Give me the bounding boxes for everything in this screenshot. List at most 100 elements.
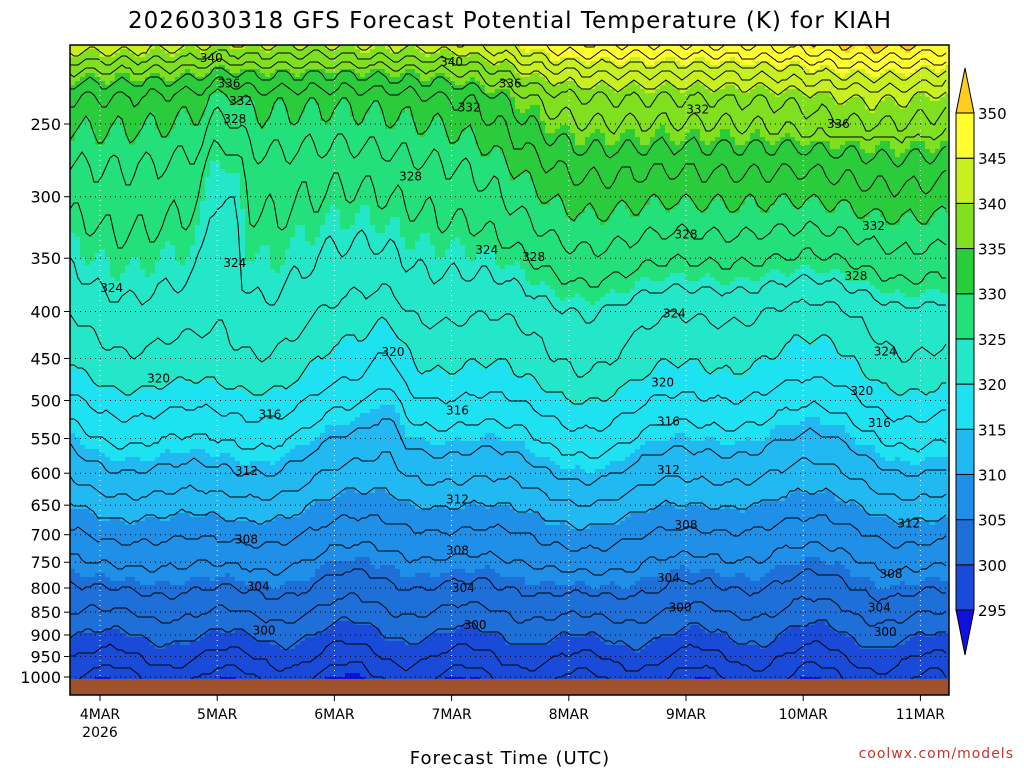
theta-band-cell (100, 633, 106, 678)
theta-band-cell (640, 577, 646, 650)
theta-band-cell (490, 569, 496, 634)
theta-band-cell (140, 461, 146, 522)
theta-band-cell (650, 65, 656, 94)
theta-band-cell (800, 265, 806, 342)
theta-band-cell (530, 645, 536, 695)
theta-band-cell (840, 77, 846, 106)
theta-band-cell (775, 141, 781, 198)
theta-band-cell (120, 73, 126, 126)
theta-band-cell (365, 493, 371, 558)
theta-band-cell (880, 649, 886, 695)
theta-band-cell (485, 633, 491, 686)
theta-band-cell (180, 109, 186, 266)
theta-band-cell (405, 437, 411, 502)
theta-band-cell (170, 129, 176, 246)
theta-band-cell (270, 465, 276, 522)
theta-band-cell (295, 581, 301, 646)
theta-band-cell (670, 637, 676, 686)
theta-band-cell (440, 505, 446, 574)
isentrope-298 (70, 640, 947, 675)
theta-band-cell (835, 149, 841, 206)
theta-band-cell (565, 469, 571, 526)
theta-band-cell (445, 137, 451, 250)
theta-band-cell (770, 569, 776, 642)
theta-band-cell (930, 101, 936, 154)
theta-band-cell (435, 369, 441, 446)
isentrope-350 (810, 45, 918, 54)
theta-band-cell (85, 373, 91, 450)
theta-band-cell (720, 45, 726, 62)
theta-band-cell (490, 505, 496, 570)
theta-band-cell (945, 381, 949, 458)
theta-band-cell (645, 277, 651, 378)
theta-band-cell (445, 45, 451, 50)
theta-band-cell (735, 145, 741, 214)
theta-band-cell (435, 73, 441, 118)
theta-band-cell (85, 49, 91, 74)
theta-band-cell (335, 49, 341, 74)
theta-band-cell (325, 561, 331, 630)
theta-band-cell (515, 645, 521, 695)
theta-band-cell (875, 381, 881, 454)
theta-band-cell (825, 425, 831, 490)
theta-band-cell (630, 217, 636, 290)
theta-band-cell (500, 153, 506, 270)
theta-band-cell (190, 449, 196, 518)
theta-band-cell (540, 457, 546, 518)
theta-band-cell (900, 645, 906, 694)
theta-band-cell (930, 393, 936, 458)
theta-band-cell (680, 629, 686, 682)
theta-band-cell (285, 649, 291, 695)
theta-band-cell (560, 469, 566, 522)
theta-band-cell (620, 461, 626, 522)
theta-band-cell (765, 45, 771, 62)
theta-band-cell (320, 69, 326, 122)
theta-band-cell (320, 361, 326, 434)
theta-band-cell (230, 173, 236, 390)
theta-band-cell (770, 45, 776, 66)
theta-band-cell (630, 129, 636, 218)
theta-band-cell (655, 45, 661, 62)
theta-band-cell (600, 225, 606, 298)
theta-band-cell (510, 373, 516, 442)
theta-band-cell (880, 385, 886, 458)
theta-band-cell (940, 385, 946, 458)
theta-band-cell (370, 329, 376, 410)
theta-band-cell (765, 501, 771, 574)
theta-band-cell (140, 269, 146, 390)
theta-band-cell (485, 509, 491, 566)
theta-band-cell (635, 217, 641, 282)
theta-band-cell (110, 277, 116, 386)
theta-band-cell (700, 569, 706, 630)
theta-band-cell (195, 385, 201, 450)
theta-band-cell (385, 225, 391, 322)
colorbar-swatch (955, 112, 975, 159)
theta-band-cell (820, 337, 826, 426)
theta-band-cell (725, 637, 731, 690)
theta-band-cell (300, 113, 306, 226)
theta-band-cell (245, 521, 251, 586)
theta-band-cell (280, 585, 286, 650)
theta-band-cell (465, 573, 471, 626)
theta-band-cell (865, 513, 871, 578)
theta-band-cell (675, 633, 681, 682)
theta-band-cell (785, 425, 791, 498)
theta-band-cell (795, 425, 801, 490)
isentrope-346 (546, 45, 947, 72)
theta-band-cell (905, 77, 911, 106)
theta-band-cell (720, 285, 726, 370)
theta-band-cell (540, 45, 546, 50)
theta-band-cell (755, 85, 761, 130)
theta-band-cell (700, 141, 706, 214)
theta-band-cell (415, 509, 421, 574)
theta-band-cell (260, 129, 266, 246)
theta-band-cell (300, 73, 306, 114)
theta-band-cell (115, 53, 121, 74)
theta-band-cell (395, 53, 401, 78)
theta-band-cell (730, 213, 736, 282)
theta-band-cell (230, 457, 236, 522)
theta-band-cell (790, 425, 796, 494)
isentrope-310 (70, 487, 947, 531)
theta-band-cell (85, 509, 91, 578)
theta-band-cell (545, 645, 551, 694)
